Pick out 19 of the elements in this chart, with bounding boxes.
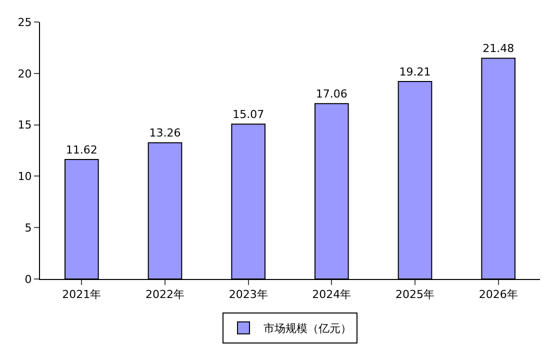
data-label: 11.62 <box>66 144 98 157</box>
x-tick-label: 2025年 <box>396 288 434 302</box>
y-tick-label: 20 <box>18 67 32 80</box>
data-label: 15.07 <box>232 108 264 122</box>
y-tick-label: 25 <box>18 16 32 29</box>
x-tick-label: 2026年 <box>478 288 518 302</box>
y-tick-label: 15 <box>18 118 32 132</box>
legend-label: 市场规模（亿元） <box>264 322 352 336</box>
x-tick-label: 2022年 <box>146 288 184 302</box>
data-label: 19.21 <box>399 66 431 79</box>
data-label: 21.48 <box>482 42 514 56</box>
x-tick-label: 2023年 <box>228 288 268 302</box>
y-tick-label: 10 <box>18 170 32 184</box>
data-label: 17.06 <box>316 88 348 101</box>
y-tick-label: 0 <box>24 272 32 286</box>
x-tick-label: 2024年 <box>312 288 352 302</box>
data-label: 13.26 <box>149 126 181 140</box>
x-tick-label: 2021年 <box>62 288 102 302</box>
y-tick-label: 5 <box>24 221 32 234</box>
